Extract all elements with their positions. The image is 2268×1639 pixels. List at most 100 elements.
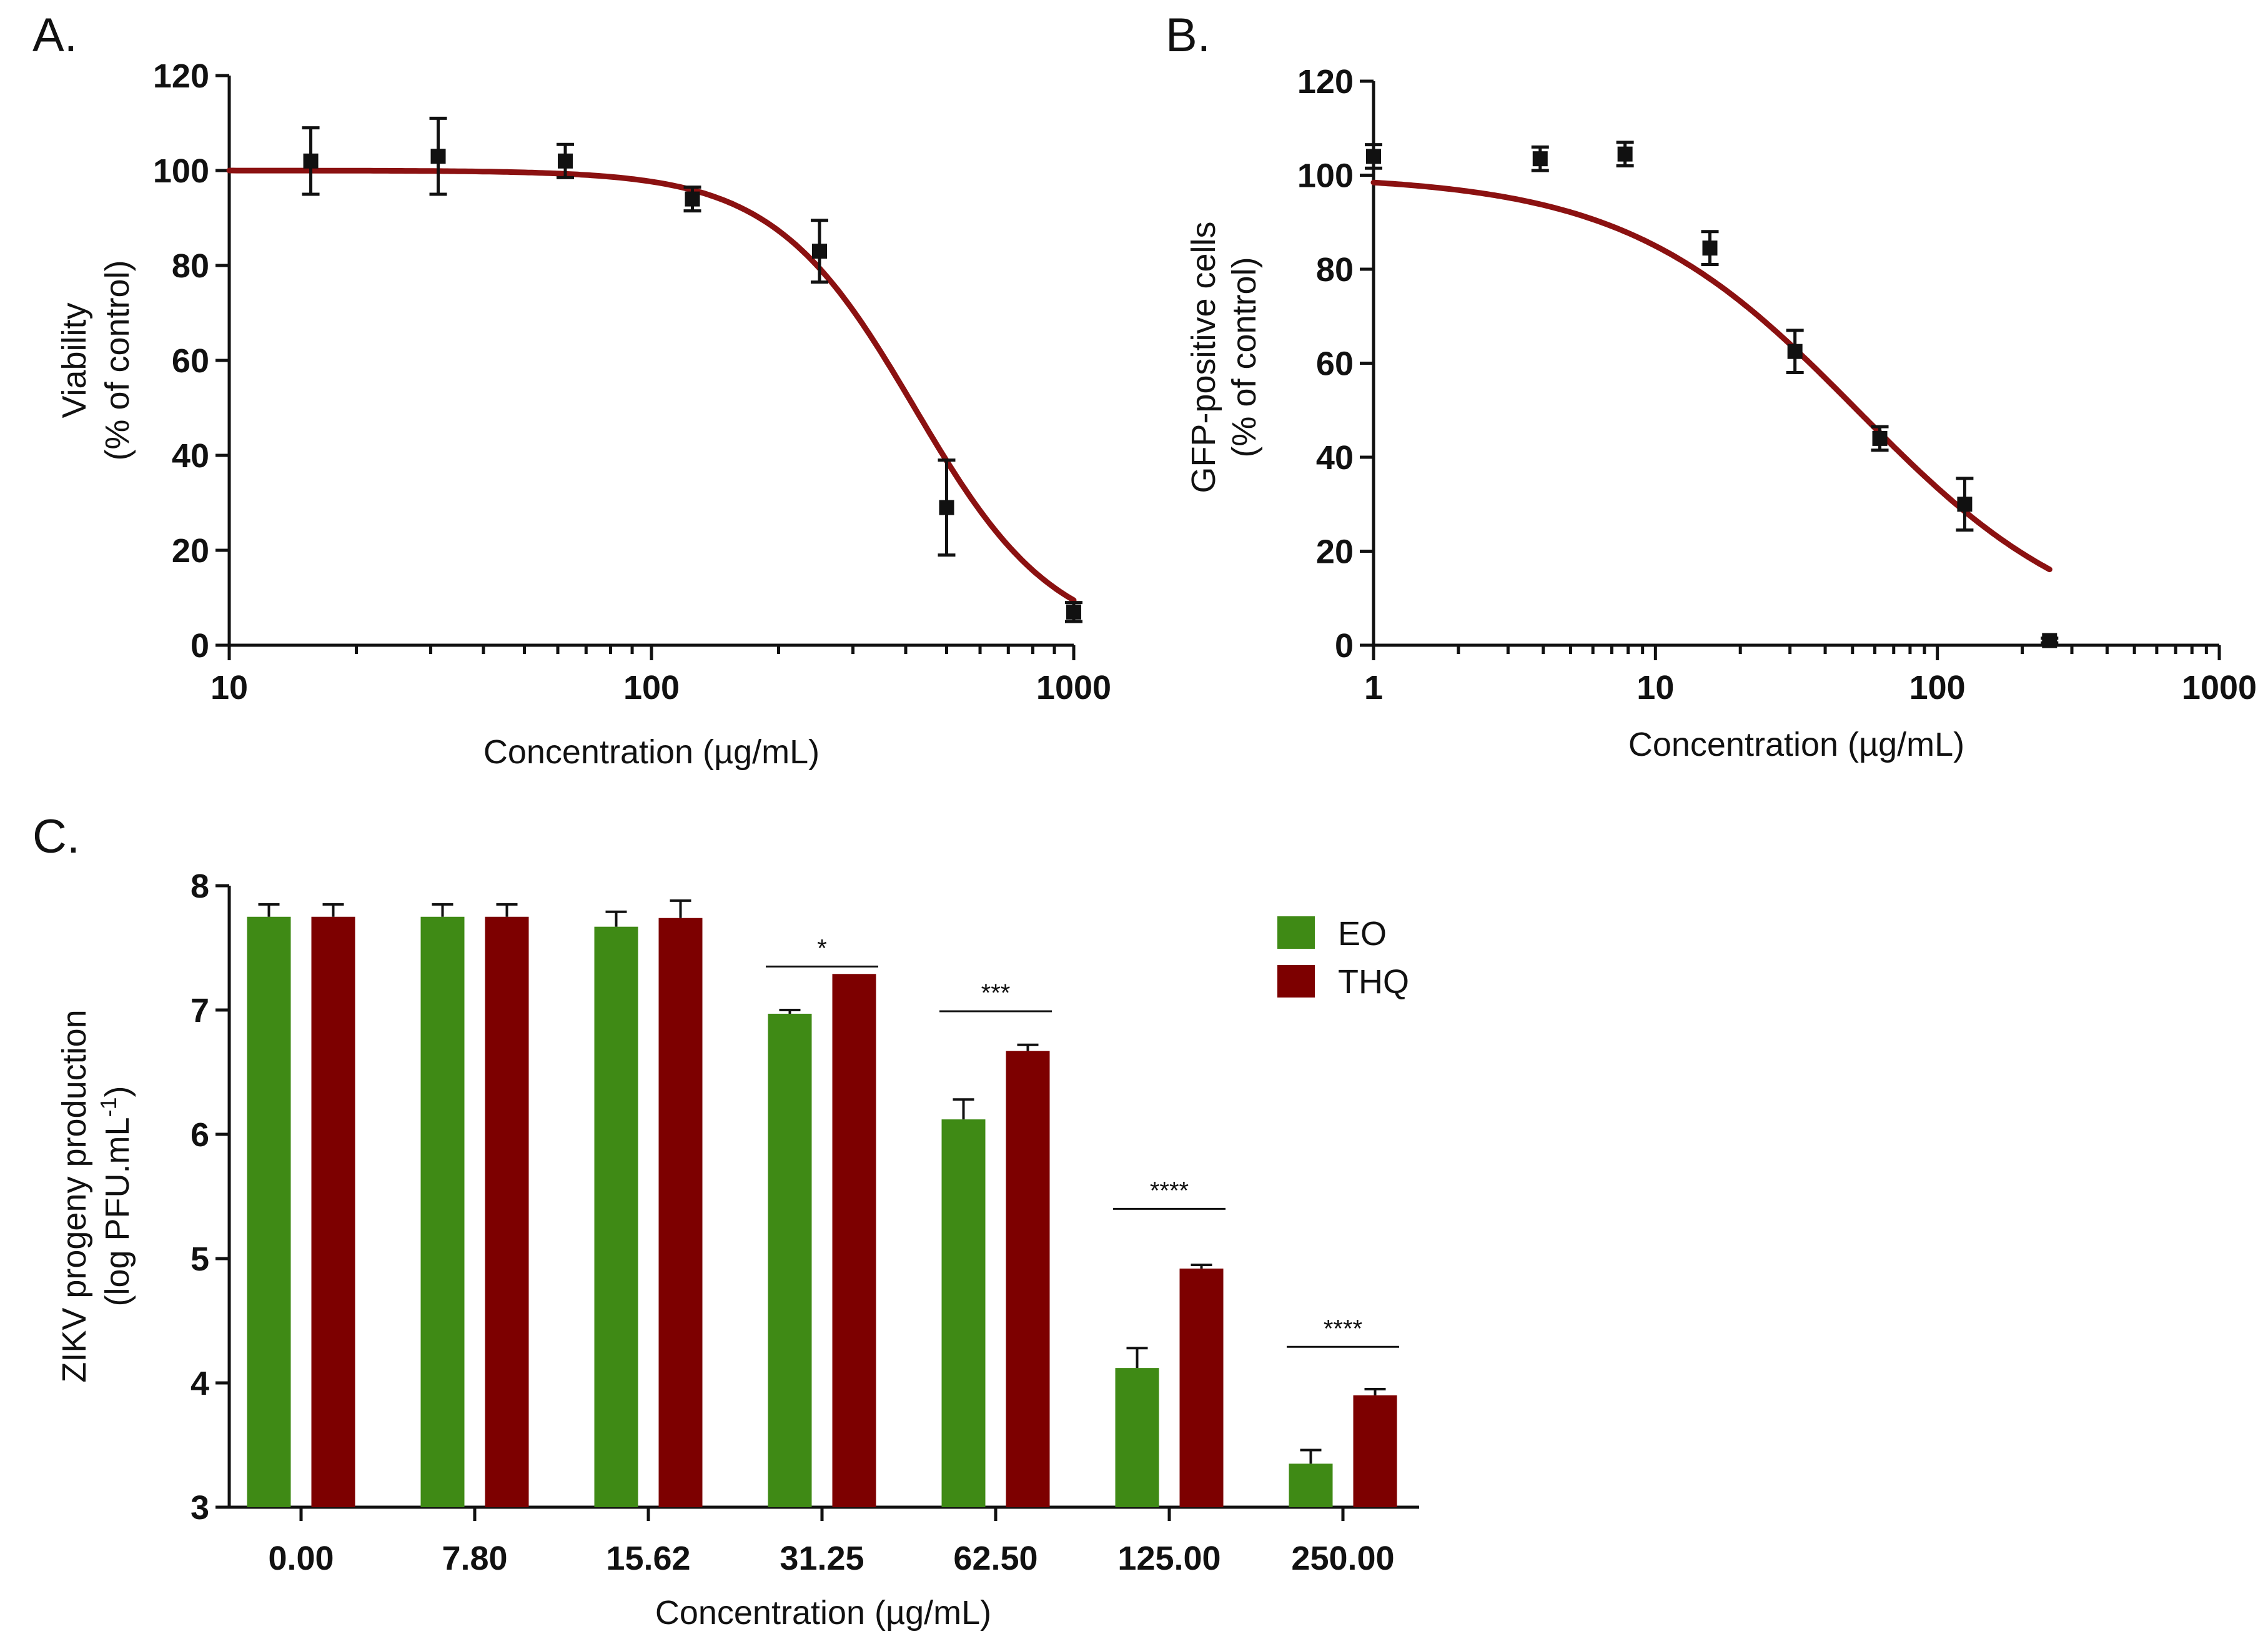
point-marker (1617, 146, 1633, 162)
panel-c-x-title: Concentration (µg/mL) (655, 1594, 991, 1632)
y-tick-label: 60 (1316, 345, 1354, 383)
panel-b-data-points (1365, 141, 2059, 648)
data-point (302, 126, 320, 196)
data-point (1701, 230, 1719, 266)
point-marker (1872, 430, 1888, 446)
x-tick-label: 125.00 (1117, 1540, 1221, 1577)
y-tick-label: 7 (191, 992, 209, 1029)
significance-label: **** (1324, 1315, 1362, 1342)
panel-a-axes (227, 76, 1074, 647)
bar-thq (1353, 1395, 1397, 1507)
bar-group (1115, 1347, 1159, 1507)
panel-b-y-title-line2: (% of control) (1226, 257, 1263, 457)
data-point (1531, 145, 1549, 172)
data-point (1365, 143, 1382, 170)
y-tick-label: 8 (191, 868, 209, 905)
bar-thq (311, 916, 355, 1507)
point-marker (1366, 149, 1381, 164)
significance-label: **** (1150, 1177, 1189, 1204)
bar-group (247, 903, 291, 1507)
panel-b-y-title-line1: GFP-positive cells (1185, 221, 1222, 493)
bar-group (311, 903, 355, 1507)
bar-group (1353, 1387, 1397, 1507)
panel-c-significance: ************ (766, 934, 1399, 1348)
bar-thq (485, 916, 529, 1507)
data-point (1786, 329, 1804, 375)
panel-c-y-title-line2: (log PFU.mL-1) (96, 1086, 136, 1306)
bar-thq (1179, 1268, 1224, 1507)
panel-b-fit-curve (1370, 179, 2053, 573)
x-tick-label: 100 (623, 669, 680, 706)
panel-a-y-ticks: 0 20 40 60 80 100 120 (153, 57, 229, 665)
point-marker (558, 153, 573, 169)
point-marker (812, 244, 828, 259)
point-marker (1787, 344, 1803, 359)
bar-group (1179, 1263, 1224, 1507)
panel-c-y-title-line2-sup: -1 (96, 1097, 121, 1117)
legend-label-eo: EO (1338, 915, 1387, 953)
panel-c-y-title-line2-post: ) (99, 1086, 136, 1097)
significance-marker: * (766, 934, 878, 968)
data-point (2041, 633, 2059, 648)
bar-group (485, 903, 529, 1507)
point-marker (303, 153, 319, 169)
point-marker (939, 500, 954, 515)
panel-b-x-title: Concentration (µg/mL) (1628, 726, 1964, 763)
bar-eo (768, 1013, 812, 1507)
data-point (938, 458, 956, 557)
panel-a-x-ticks: 10 100 1000 (210, 645, 1111, 706)
y-tick-label: 100 (1297, 157, 1354, 195)
panel-c-axes (215, 886, 1419, 1509)
point-marker (1957, 497, 1973, 512)
data-point (557, 142, 575, 179)
x-tick-label: 1000 (2182, 669, 2257, 706)
bar-eo (1115, 1368, 1159, 1507)
panel-b-letter: B. (1166, 9, 1211, 62)
panel-a-letter: A. (32, 9, 77, 62)
point-marker (430, 149, 446, 164)
bar-eo (420, 916, 465, 1507)
y-tick-label: 100 (153, 152, 209, 190)
bar-group (1289, 1448, 1333, 1507)
y-tick-label: 0 (191, 627, 209, 665)
y-tick-label: 20 (172, 532, 209, 570)
legend-swatch-eo (1277, 916, 1315, 949)
bar-eo (247, 916, 291, 1507)
data-point (1956, 477, 1974, 532)
point-marker (1702, 240, 1718, 256)
panel-a-y-title-line2: (% of control) (99, 260, 136, 460)
significance-label: * (817, 934, 827, 962)
y-tick-label: 40 (172, 437, 209, 475)
panel-b-x-ticks: 1 10 100 1000 (1364, 645, 2257, 706)
data-point (811, 219, 829, 284)
y-tick-label: 20 (1316, 533, 1354, 571)
x-tick-label: 10 (210, 669, 248, 706)
panel-c-y-ticks: 3 4 5 6 7 8 (191, 868, 229, 1527)
y-tick-label: 3 (191, 1489, 209, 1527)
panel-a-data-points (302, 116, 1082, 623)
y-tick-label: 80 (172, 247, 209, 285)
data-point (683, 186, 701, 213)
x-tick-label: 7.80 (442, 1540, 507, 1577)
y-tick-label: 60 (172, 342, 209, 380)
y-tick-label: 4 (191, 1365, 209, 1402)
y-tick-label: 5 (191, 1240, 209, 1278)
legend-swatch-thq (1277, 965, 1315, 998)
y-tick-label: 6 (191, 1116, 209, 1154)
significance-marker: **** (1287, 1315, 1399, 1348)
bar-eo (1289, 1463, 1333, 1507)
panel-c-x-ticks: 0.00 7.80 15.62 31.25 62.50 125.00 250.00 (268, 1507, 1395, 1577)
x-tick-label: 15.62 (606, 1540, 690, 1577)
panel-b-y-ticks: 0 20 40 60 80 100 120 (1297, 63, 1374, 665)
panel-c-legend: EO THQ (1277, 915, 1409, 1001)
point-marker (1532, 151, 1548, 167)
bar-eo (941, 1119, 986, 1507)
point-marker (1066, 604, 1081, 620)
significance-label: *** (981, 979, 1011, 1007)
data-point (1871, 425, 1889, 452)
panel-a-fit-curve (226, 167, 1077, 603)
panel-c-y-title-line1: ZIKV progeny production (56, 1009, 93, 1382)
bar-group (768, 1009, 812, 1507)
